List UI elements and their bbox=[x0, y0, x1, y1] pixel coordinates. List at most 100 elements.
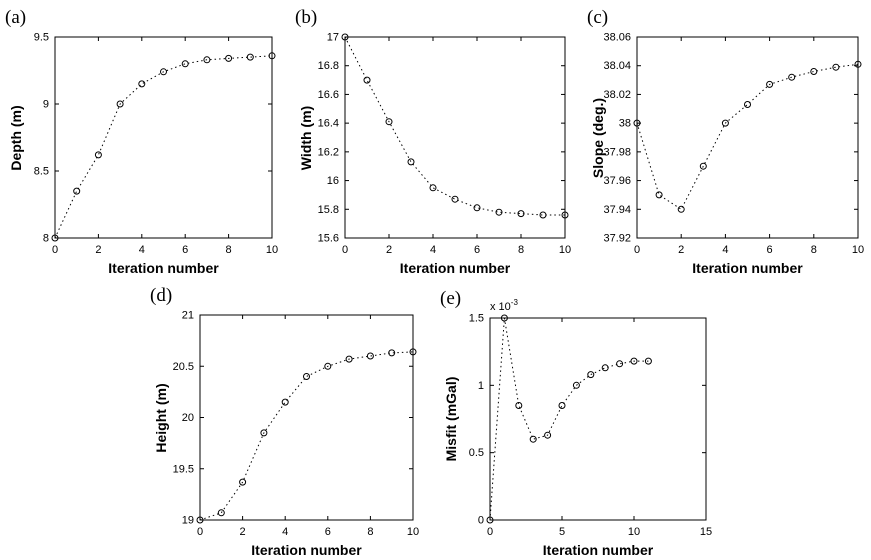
x-tick-label: 2 bbox=[386, 244, 392, 256]
data-point-marker bbox=[558, 402, 566, 409]
data-point-marker bbox=[260, 429, 268, 437]
y-tick-label: 16.4 bbox=[318, 118, 339, 130]
data-point-marker bbox=[854, 60, 862, 68]
data-point-marker bbox=[633, 119, 641, 127]
axis-box bbox=[344, 36, 566, 239]
x-tick-label: 4 bbox=[430, 244, 436, 256]
data-point-marker bbox=[515, 402, 523, 409]
data-line bbox=[54, 55, 273, 239]
y-axis-scale-label: x 10-3 bbox=[490, 298, 518, 313]
x-tick-label: 10 bbox=[407, 526, 419, 538]
data-point-marker bbox=[160, 68, 167, 76]
y-tick-label: 38.02 bbox=[603, 89, 631, 101]
data-point-marker bbox=[655, 191, 663, 199]
chart-panel-height: (d) Height (m) Iteration number 0 2 4 6 8 10 1… bbox=[150, 283, 425, 560]
data-point-marker bbox=[544, 431, 552, 439]
data-point-marker bbox=[239, 478, 247, 486]
data-line bbox=[344, 36, 565, 216]
data-point-marker bbox=[73, 187, 81, 195]
y-tick-label: 19 bbox=[182, 515, 194, 527]
y-tick-label: 37.94 bbox=[603, 204, 631, 216]
plot-svg: 0 2 4 6 8 10 19 19.5 20 20.5 21 bbox=[173, 310, 420, 539]
y-tick-label: 8 bbox=[43, 233, 49, 245]
x-tick-label: 2 bbox=[678, 244, 684, 256]
chart-panel-depth: (a) Depth (m) Iteration number 0 2 4 6 8 10 8 8… bbox=[5, 5, 284, 278]
data-line bbox=[636, 63, 859, 211]
y-tick-label: 37.92 bbox=[603, 233, 631, 245]
data-point-marker bbox=[366, 352, 374, 360]
data-point-marker bbox=[601, 364, 609, 372]
data-point-marker bbox=[217, 509, 225, 517]
y-tick-label: 38 bbox=[619, 118, 631, 130]
x-tick-label: 10 bbox=[628, 526, 640, 538]
y-tick-label: 1 bbox=[478, 380, 484, 392]
x-tick-label: 10 bbox=[852, 244, 864, 256]
y-tick-label: 16.2 bbox=[318, 146, 339, 158]
data-point-marker bbox=[539, 211, 547, 219]
data-point-marker bbox=[644, 357, 652, 365]
data-point-marker bbox=[363, 76, 371, 84]
data-line bbox=[489, 317, 649, 521]
data-point-marker bbox=[721, 119, 729, 127]
x-tick-label: 8 bbox=[226, 244, 232, 256]
x-tick-label: 15 bbox=[700, 526, 712, 538]
data-point-marker bbox=[138, 80, 146, 88]
x-tick-label: 5 bbox=[559, 526, 565, 538]
data-point-marker bbox=[203, 56, 211, 64]
panel-label-a: (a) bbox=[5, 7, 27, 28]
data-point-marker bbox=[409, 348, 417, 356]
data-point-marker bbox=[51, 234, 59, 242]
x-tick-label: 4 bbox=[282, 526, 288, 538]
data-point-marker bbox=[832, 63, 840, 71]
data-point-marker bbox=[225, 54, 233, 62]
y-tick-label: 16 bbox=[327, 175, 339, 187]
data-point-marker bbox=[486, 516, 494, 524]
x-tick-label: 2 bbox=[95, 244, 101, 256]
data-point-marker bbox=[281, 398, 289, 406]
chart-panel-width: (b) Width (m) Iteration number 0 2 4 6 8 10 15… bbox=[295, 5, 577, 278]
data-point-marker bbox=[616, 360, 624, 368]
data-point-marker bbox=[451, 195, 459, 203]
data-point-marker bbox=[495, 208, 503, 216]
x-tick-label: 8 bbox=[518, 244, 524, 256]
y-tick-label: 21 bbox=[182, 310, 194, 322]
y-tick-label: 8.5 bbox=[34, 166, 49, 178]
data-point-marker bbox=[324, 362, 332, 370]
x-tick-label: 6 bbox=[767, 244, 773, 256]
data-point-marker bbox=[388, 349, 396, 357]
x-tick-label: 0 bbox=[197, 526, 203, 538]
axis-box bbox=[199, 314, 414, 521]
data-point-marker bbox=[529, 435, 537, 443]
panel-label-c: (c) bbox=[587, 7, 609, 28]
plot-area-height: 0 2 4 6 8 10 19 19.5 20 20.5 21 bbox=[150, 283, 425, 560]
x-tick-label: 4 bbox=[722, 244, 728, 256]
x-axis-label-iteration-c: Iteration number bbox=[692, 260, 803, 276]
axis-box bbox=[636, 36, 859, 239]
plot-area-slope: 0 2 4 6 8 10 37.92 37.94 37.96 37.98 38 38.02 38.04 3… bbox=[587, 5, 870, 278]
data-point-marker bbox=[94, 151, 102, 159]
data-point-marker bbox=[116, 100, 124, 108]
chart-panel-misfit: (e) Misfit (mGal) Iteration number 0 5 10 1… bbox=[440, 286, 718, 560]
plot-area-width: 0 2 4 6 8 10 15.6 15.8 16 16.2 16.4 16.6 16.8 17 bbox=[295, 5, 577, 278]
x-tick-label: 2 bbox=[240, 526, 246, 538]
y-tick-label: 9.5 bbox=[34, 32, 49, 44]
panel-label-d: (d) bbox=[150, 285, 173, 306]
x-tick-label: 0 bbox=[52, 244, 58, 256]
plot-area-depth: 0 2 4 6 8 10 8 8.5 9 9.5 bbox=[5, 5, 284, 278]
x-tick-label: 0 bbox=[634, 244, 640, 256]
data-point-marker bbox=[699, 162, 707, 170]
y-tick-label: 19.5 bbox=[173, 463, 194, 475]
data-point-marker bbox=[303, 373, 310, 380]
data-point-marker bbox=[196, 516, 204, 524]
data-point-marker bbox=[429, 184, 437, 192]
data-point-marker bbox=[677, 205, 685, 213]
plot-svg: 0 2 4 6 8 10 8 8.5 9 9.5 bbox=[34, 32, 278, 257]
data-point-marker bbox=[407, 158, 415, 166]
x-axis-label-iteration-a: Iteration number bbox=[108, 260, 219, 276]
plot-svg: 0 2 4 6 8 10 37.92 37.94 37.96 37.98 38 38.02 38.04 3… bbox=[603, 32, 864, 257]
y-tick-label: 38.04 bbox=[603, 60, 631, 72]
data-point-marker bbox=[500, 314, 508, 322]
y-tick-label: 17 bbox=[327, 32, 339, 44]
data-point-marker bbox=[246, 53, 254, 61]
y-tick-label: 15.8 bbox=[318, 204, 339, 216]
